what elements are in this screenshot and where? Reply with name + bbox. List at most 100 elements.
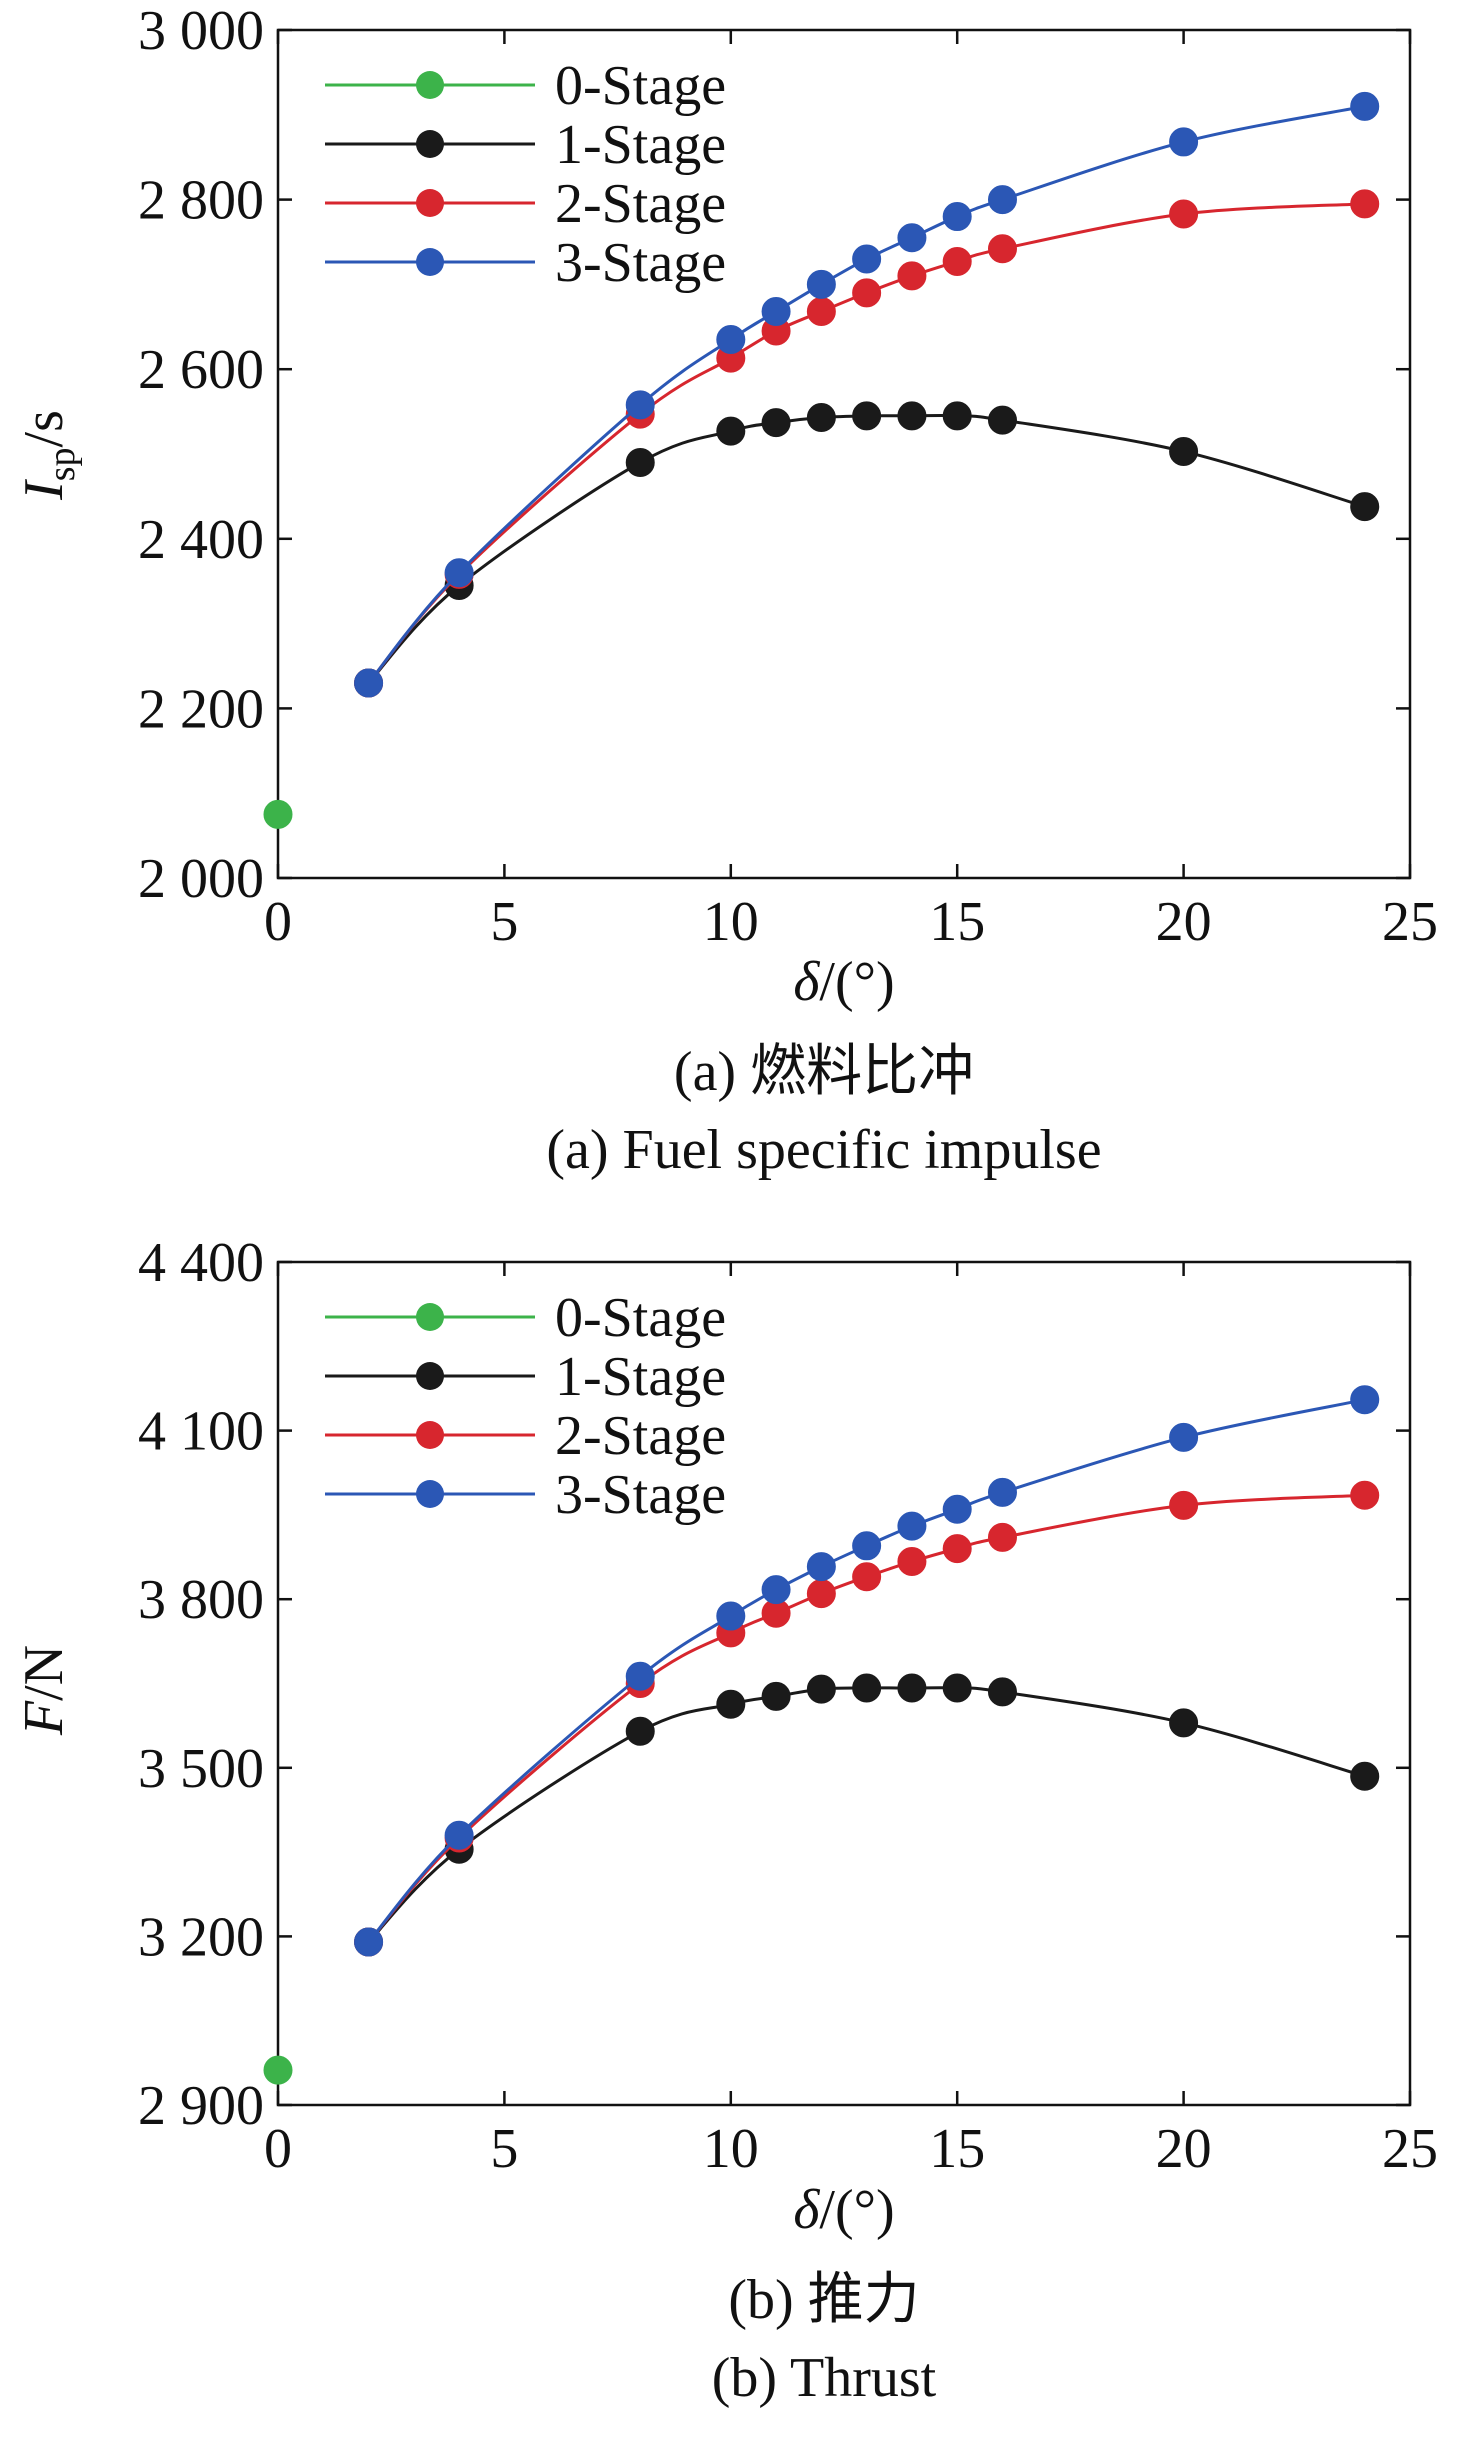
x-axis-label-symbol: δ bbox=[793, 951, 820, 1013]
data-point-2-stage bbox=[942, 247, 972, 277]
legend-label-1-stage: 1-Stage bbox=[555, 1346, 726, 1408]
y-tick-label: 3 500 bbox=[138, 1738, 264, 1800]
data-point-1-stage bbox=[942, 1673, 972, 1703]
data-point-3-stage bbox=[716, 325, 746, 355]
data-point-3-stage bbox=[354, 1927, 384, 1957]
y-axis-label: F/N bbox=[13, 1645, 75, 1736]
x-tick-label: 20 bbox=[1156, 2118, 1212, 2180]
data-point-3-stage bbox=[942, 202, 972, 232]
x-axis-label-unit: /(°) bbox=[819, 2179, 894, 2241]
x-axis-label-symbol: δ bbox=[793, 2179, 820, 2241]
data-point-2-stage bbox=[1350, 189, 1380, 219]
data-point-3-stage bbox=[716, 1601, 746, 1631]
caption-en: (a) Fuel specific impulse bbox=[546, 1119, 1101, 1181]
y-axis-label-subscript: sp bbox=[41, 447, 83, 481]
data-point-2-stage bbox=[806, 1579, 836, 1609]
y-tick-label: 2 200 bbox=[138, 678, 264, 740]
legend-marker-0-stage bbox=[416, 71, 444, 99]
legend-marker-2-stage bbox=[416, 189, 444, 217]
data-point-3-stage bbox=[987, 1477, 1017, 1507]
y-tick-label: 2 000 bbox=[138, 848, 264, 910]
legend-label-2-stage: 2-Stage bbox=[555, 1405, 726, 1467]
data-point-2-stage bbox=[987, 1522, 1017, 1552]
x-tick-label: 5 bbox=[490, 891, 518, 953]
data-point-1-stage bbox=[806, 1674, 836, 1704]
series-line-2-stage bbox=[367, 1493, 1365, 1944]
data-point-2-stage bbox=[1169, 199, 1199, 229]
data-point-0-stage bbox=[263, 2055, 293, 2085]
data-point-3-stage bbox=[1169, 1422, 1199, 1452]
series-line-1-stage bbox=[367, 1686, 1366, 1944]
data-point-3-stage bbox=[761, 297, 791, 327]
data-point-1-stage bbox=[987, 405, 1017, 435]
y-tick-label: 2 600 bbox=[138, 339, 264, 401]
data-point-1-stage bbox=[987, 1677, 1017, 1707]
y-tick-label: 2 800 bbox=[138, 170, 264, 232]
y-axis-label: Isp/s bbox=[13, 410, 83, 501]
chart-panel-b: 0 5 10 15 20 25 2 900 3 200 3 500 3 800 4 100 4 400… bbox=[13, 1232, 1438, 2409]
legend-marker-0-stage bbox=[416, 1303, 444, 1331]
data-point-1-stage bbox=[1350, 1761, 1380, 1791]
x-axis-label: δ/(°) bbox=[793, 951, 894, 1013]
data-point-1-stage bbox=[625, 1716, 655, 1746]
legend-label-0-stage: 0-Stage bbox=[555, 55, 726, 117]
x-tick-label: 25 bbox=[1382, 891, 1438, 953]
data-point-3-stage bbox=[806, 269, 836, 299]
data-point-1-stage bbox=[852, 1673, 882, 1703]
data-point-3-stage bbox=[1169, 127, 1199, 157]
data-point-3-stage bbox=[987, 185, 1017, 215]
data-point-1-stage bbox=[897, 401, 927, 431]
x-tick-label: 15 bbox=[929, 891, 985, 953]
caption-cn: (b) 推力 bbox=[728, 2269, 919, 2331]
chart-panel-a: 0 5 10 15 20 25 2 000 2 200 2 400 2 600 2 800 3 000… bbox=[13, 0, 1438, 1181]
legend-label-2-stage: 2-Stage bbox=[555, 173, 726, 235]
plot-frame bbox=[276, 1260, 1412, 2107]
x-tick-label: 10 bbox=[703, 891, 759, 953]
y-tick-label: 2 900 bbox=[138, 2075, 264, 2137]
legend-label-0-stage: 0-Stage bbox=[555, 1287, 726, 1349]
y-tick-label: 2 400 bbox=[138, 509, 264, 571]
data-point-2-stage bbox=[987, 234, 1017, 264]
series-line-3-stage bbox=[367, 104, 1366, 684]
data-point-2-stage bbox=[942, 1534, 972, 1564]
data-point-2-stage bbox=[1169, 1490, 1199, 1520]
data-point-1-stage bbox=[761, 1681, 791, 1711]
x-tick-label: 0 bbox=[264, 891, 292, 953]
legend-marker-1-stage bbox=[416, 130, 444, 158]
data-point-1-stage bbox=[716, 1689, 746, 1719]
data-point-1-stage bbox=[806, 403, 836, 433]
legend-marker-2-stage bbox=[416, 1421, 444, 1449]
legend-label-3-stage: 3-Stage bbox=[555, 1464, 726, 1526]
data-point-3-stage bbox=[1350, 1385, 1380, 1415]
data-point-3-stage bbox=[444, 1820, 474, 1850]
legend-marker-1-stage bbox=[416, 1362, 444, 1390]
y-axis-label-unit: /s bbox=[13, 410, 75, 447]
data-point-1-stage bbox=[1169, 436, 1199, 466]
data-point-3-stage bbox=[625, 1661, 655, 1691]
data-point-3-stage bbox=[354, 668, 384, 698]
data-point-2-stage bbox=[806, 297, 836, 327]
legend-marker-3-stage bbox=[416, 248, 444, 276]
y-tick-label: 3 200 bbox=[138, 1906, 264, 1968]
data-point-1-stage bbox=[1350, 492, 1380, 522]
data-point-0-stage bbox=[263, 799, 293, 829]
x-tick-label: 5 bbox=[490, 2118, 518, 2180]
data-point-1-stage bbox=[942, 401, 972, 431]
legend-label-3-stage: 3-Stage bbox=[555, 232, 726, 294]
data-point-3-stage bbox=[852, 244, 882, 274]
plot-frame bbox=[276, 28, 1412, 880]
series-line-3-stage bbox=[367, 1398, 1366, 1943]
caption-cn: (a) 燃料比冲 bbox=[674, 1041, 974, 1103]
x-tick-label: 10 bbox=[703, 2118, 759, 2180]
data-point-1-stage bbox=[761, 408, 791, 438]
data-point-1-stage bbox=[625, 447, 655, 477]
x-tick-label: 20 bbox=[1156, 891, 1212, 953]
data-point-3-stage bbox=[897, 223, 927, 253]
legend-label-1-stage: 1-Stage bbox=[555, 114, 726, 176]
y-axis-label-unit: /N bbox=[13, 1645, 75, 1701]
x-tick-label: 15 bbox=[929, 2118, 985, 2180]
y-tick-label: 4 100 bbox=[138, 1401, 264, 1463]
data-point-2-stage bbox=[852, 278, 882, 308]
data-point-3-stage bbox=[444, 558, 474, 588]
data-point-3-stage bbox=[1350, 91, 1380, 121]
